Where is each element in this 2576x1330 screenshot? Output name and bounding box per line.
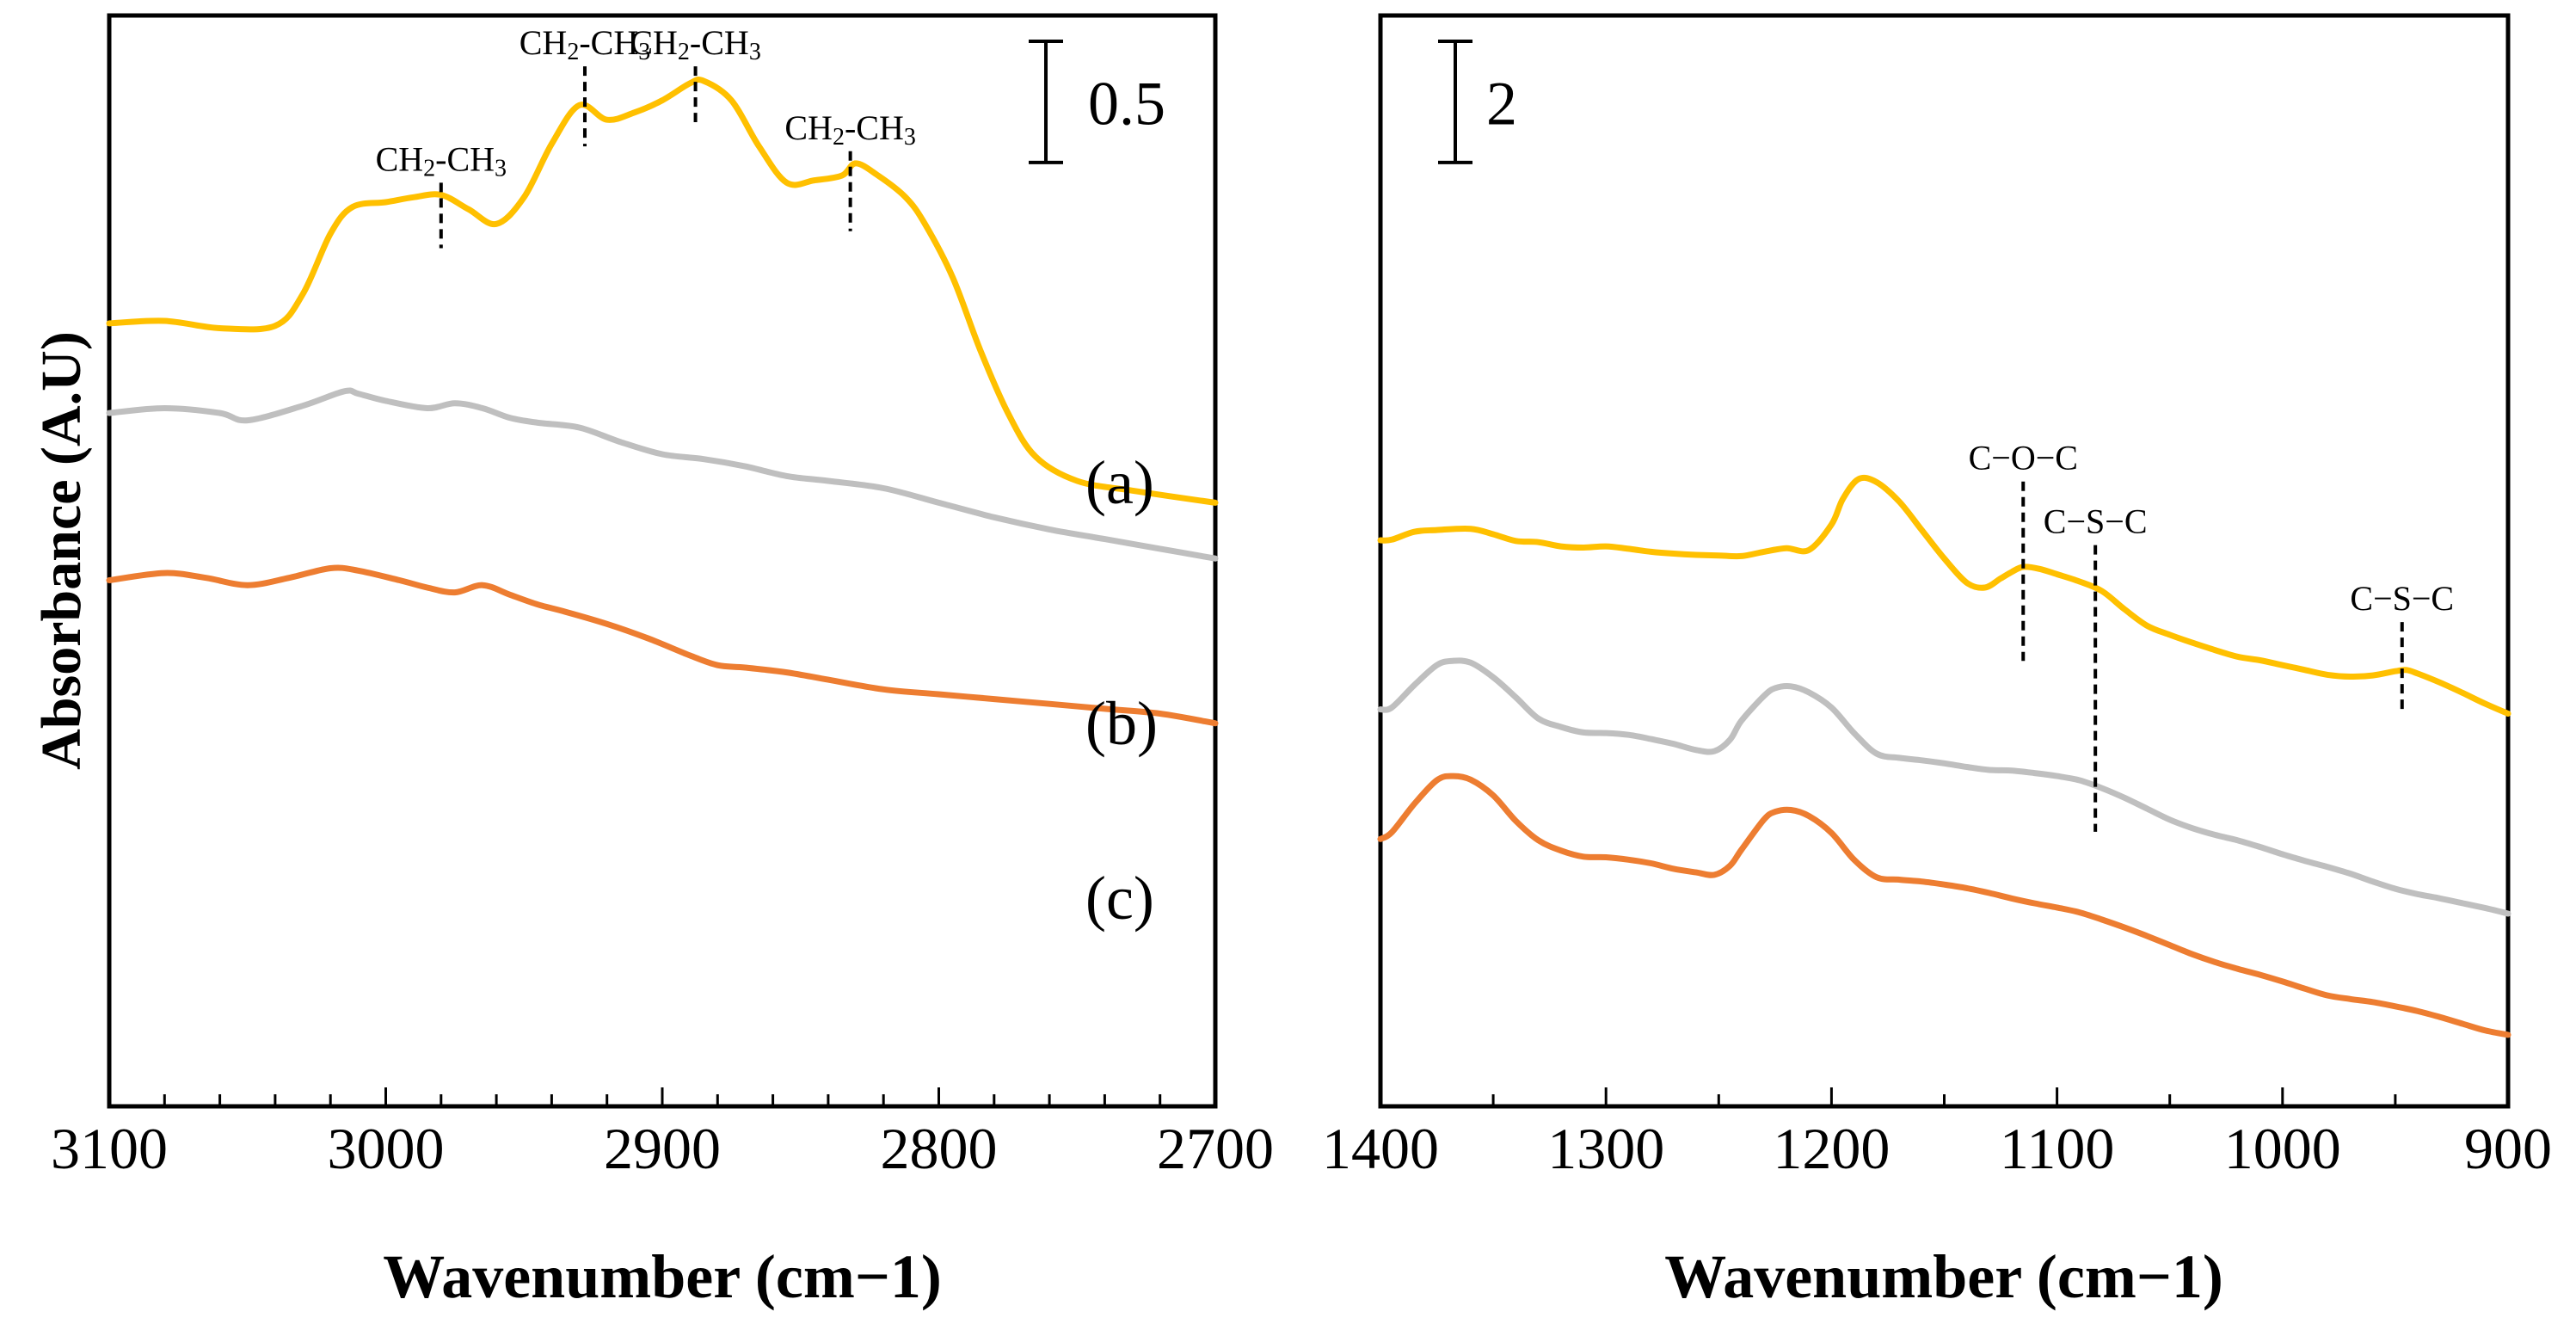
right-series-group — [1377, 474, 2511, 1038]
right-scale-bar-label: 2 — [1486, 69, 1517, 138]
left-scale-bar-label: 0.5 — [1088, 69, 1165, 138]
left-tick-label: 3100 — [51, 1116, 168, 1181]
right-series-line-a — [1377, 474, 2511, 717]
right-panel: 1400 1300 1200 1100 1000 900 C−O−CC−S−CC−S−C … — [1322, 13, 2552, 1311]
left-annotation-label: CH2-CH3 — [376, 139, 507, 182]
right-tick-label: 1400 — [1322, 1116, 1439, 1181]
right-series-line-b — [1377, 657, 2511, 917]
y-axis-title: Absorbance (A.U) — [30, 331, 93, 770]
left-series-line-a — [106, 77, 1219, 506]
right-x-axis-title: Wavenumber (cm−1) — [1664, 1242, 2223, 1311]
left-annotation-label: CH2-CH3 — [784, 108, 915, 151]
left-tick-label: 2700 — [1157, 1116, 1274, 1181]
right-series-line-c — [1377, 773, 2511, 1038]
right-tick-label: 900 — [2464, 1116, 2552, 1181]
right-annotation-label: C−S−C — [2044, 502, 2148, 541]
right-annotations: C−O−C C−S−C C−S−C — [1969, 439, 2454, 832]
left-tick-label: 3000 — [328, 1116, 445, 1181]
right-tick-label: 1000 — [2224, 1116, 2341, 1181]
left-plot-frame — [107, 13, 1218, 1109]
right-x-ticks: 1400 1300 1200 1100 1000 900 — [1322, 1087, 2552, 1181]
left-panel: 3100 3000 2900 2800 2700 CH2-CH3CH2-CH3CH2-C… — [51, 13, 1274, 1311]
sample-label-b: (b) — [1085, 689, 1158, 758]
sample-label-a: (a) — [1085, 448, 1154, 517]
right-annotation-label: C−O−C — [1969, 439, 2078, 477]
right-tick-label: 1100 — [2000, 1116, 2114, 1181]
left-series-group — [106, 77, 1219, 727]
left-x-ticks: 3100 3000 2900 2800 2700 — [51, 1087, 1274, 1181]
left-tick-label: 2900 — [604, 1116, 721, 1181]
left-x-axis-title: Wavenumber (cm−1) — [383, 1242, 942, 1311]
left-tick-label: 2800 — [881, 1116, 998, 1181]
left-annotation-label: CH2-CH3 — [630, 23, 760, 65]
left-scale-bar-line — [1029, 40, 1063, 164]
right-scale-bar: 2 — [1438, 40, 1517, 164]
right-tick-label: 1300 — [1547, 1116, 1664, 1181]
right-tick-label: 1200 — [1773, 1116, 1890, 1181]
left-annotation-label: CH2-CH3 — [520, 23, 650, 65]
left-series-line-b — [106, 387, 1219, 562]
sample-label-c: (c) — [1085, 864, 1154, 933]
right-scale-bar-line — [1438, 40, 1472, 164]
right-annotation-label: C−S−C — [2350, 579, 2454, 618]
left-scale-bar: 0.5 — [1029, 40, 1165, 164]
left-series-line-c — [106, 564, 1219, 727]
